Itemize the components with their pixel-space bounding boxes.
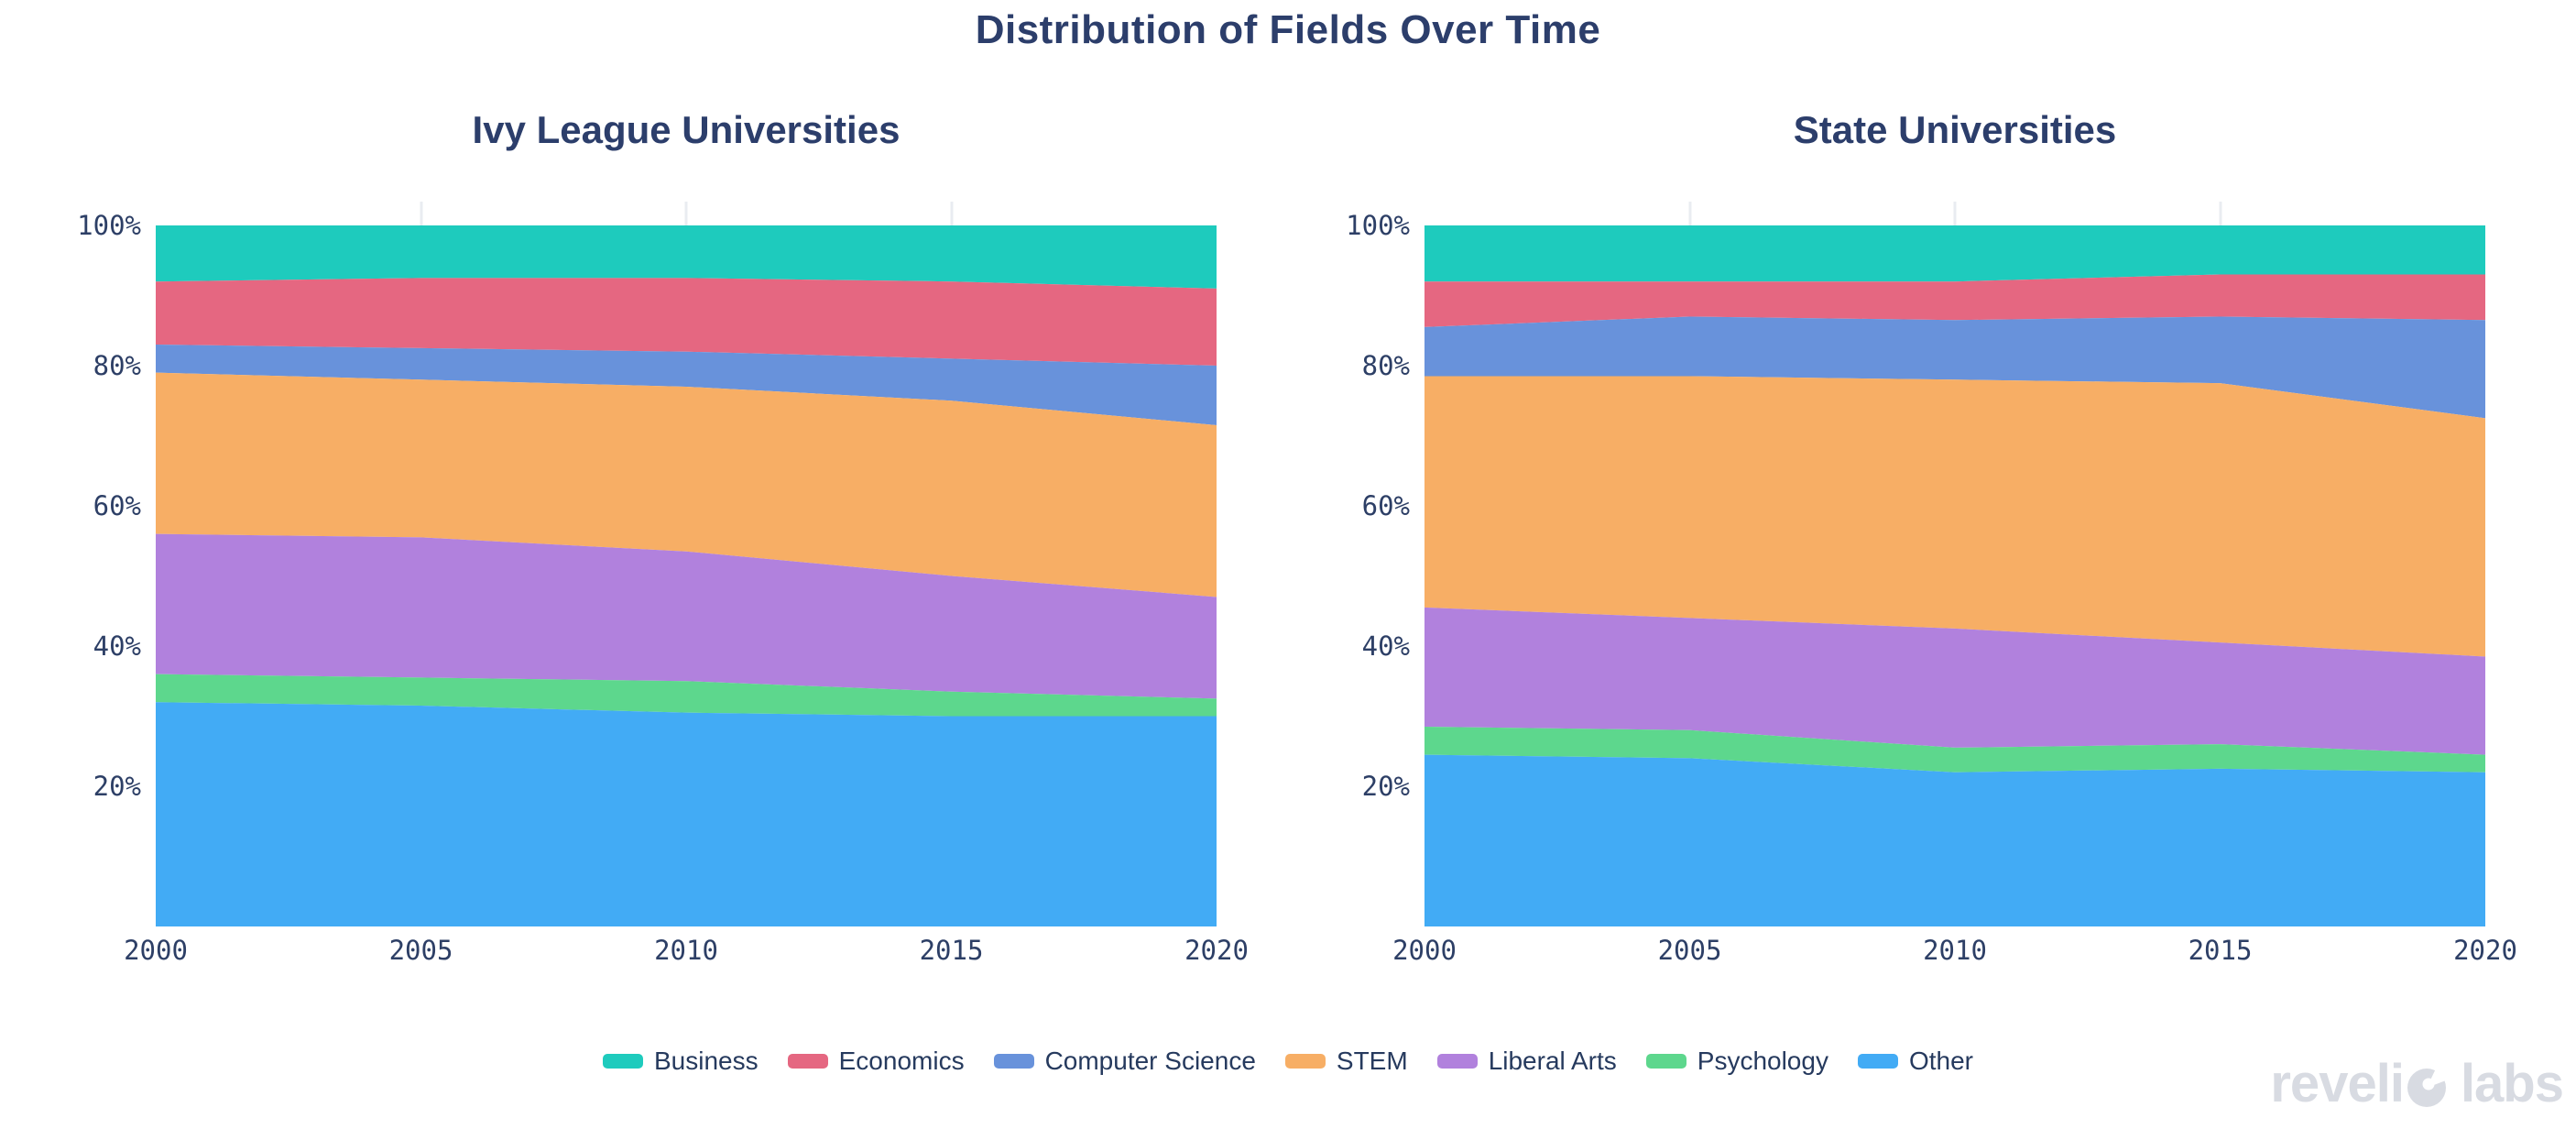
top-tick-mark <box>2219 202 2221 225</box>
area-band-computer-science[interactable] <box>1424 316 2485 419</box>
y-tick-label: 20% <box>1361 771 1410 802</box>
revelio-o-icon <box>2407 1064 2449 1107</box>
legend-swatch-psychology <box>1645 1054 1686 1069</box>
top-tick-mark <box>684 202 688 225</box>
top-tick-mark <box>1688 202 1691 225</box>
x-tick-label: 2015 <box>2188 935 2253 966</box>
legend-swatch-economics <box>787 1054 828 1069</box>
x-tick-label: 2000 <box>124 935 188 966</box>
legend-item-stem[interactable]: STEM <box>1284 1047 1408 1076</box>
y-tick-label: 20% <box>93 771 141 802</box>
area-band-liberal-arts[interactable] <box>1424 607 2485 755</box>
legend-swatch-liberal-arts <box>1436 1054 1478 1069</box>
y-tick-label: 100% <box>77 210 141 241</box>
x-tick-label: 2000 <box>1392 935 1457 966</box>
x-tick-label: 2020 <box>2453 935 2517 966</box>
legend-label: Liberal Arts <box>1488 1047 1617 1075</box>
stacked-area-chart-state[interactable] <box>1424 225 2485 926</box>
area-band-economics[interactable] <box>156 278 1217 366</box>
x-tick-label: 2010 <box>1923 935 1987 966</box>
legend-item-business[interactable]: Business <box>603 1047 759 1076</box>
y-tick-label: 40% <box>1361 630 1410 662</box>
legend-label: Computer Science <box>1044 1047 1256 1075</box>
area-band-business[interactable] <box>156 225 1217 289</box>
legend-label: Other <box>1908 1047 1973 1075</box>
top-tick-mark <box>950 202 953 225</box>
y-tick-label: 60% <box>1361 490 1410 521</box>
y-tick-label: 80% <box>93 350 141 381</box>
legend-label: STEM <box>1336 1047 1408 1075</box>
area-band-psychology[interactable] <box>1424 726 2485 773</box>
legend-item-psychology[interactable]: Psychology <box>1645 1047 1828 1076</box>
x-tick-label: 2010 <box>654 935 718 966</box>
x-tick-label: 2020 <box>1184 935 1249 966</box>
y-tick-label: 60% <box>93 490 141 521</box>
subplot-title-state: State Universities <box>1793 108 2117 151</box>
legend-item-computer-science[interactable]: Computer Science <box>993 1047 1256 1076</box>
legend: Business Economics Computer Science STEM… <box>0 1047 2576 1076</box>
legend-swatch-business <box>603 1054 643 1069</box>
area-band-economics[interactable] <box>1424 274 2485 327</box>
legend-swatch-other <box>1857 1054 1898 1069</box>
area-band-stem[interactable] <box>156 372 1217 597</box>
y-tick-label: 100% <box>1346 210 1410 241</box>
area-band-other[interactable] <box>1424 754 2485 926</box>
legend-label: Economics <box>838 1047 965 1075</box>
plot-area-ivy: Ivy League Universities 100% 80% 60% 40%… <box>77 108 1249 964</box>
y-tick-label: 40% <box>93 630 141 662</box>
stacked-area-chart-ivy[interactable] <box>156 225 1217 926</box>
legend-label: Psychology <box>1697 1047 1828 1075</box>
top-tick-mark <box>1953 202 1957 225</box>
logo-text-suffix: labs <box>2460 1054 2564 1113</box>
legend-swatch-stem <box>1284 1054 1326 1069</box>
logo-text-prefix: reveli <box>2270 1054 2405 1113</box>
y-tick-label: 80% <box>1361 350 1410 381</box>
legend-label: Business <box>654 1047 759 1075</box>
x-tick-label: 2015 <box>919 935 984 966</box>
legend-swatch-computer-science <box>993 1054 1034 1069</box>
legend-item-other[interactable]: Other <box>1857 1047 1973 1076</box>
area-band-liberal-arts[interactable] <box>156 533 1217 699</box>
x-tick-label: 2005 <box>388 935 453 966</box>
revelio-labs-logo: reveli labs <box>2270 1053 2564 1114</box>
area-band-stem[interactable] <box>1424 376 2485 657</box>
legend-item-economics[interactable]: Economics <box>787 1047 965 1076</box>
x-tick-label: 2005 <box>1657 935 1722 966</box>
plot-area-state: State Universities 100% 80% 60% 40% 20% … <box>1346 108 2517 964</box>
top-tick-mark <box>420 202 422 225</box>
chart-main-title: Distribution of Fields Over Time <box>975 7 1601 52</box>
subplot-title-ivy: Ivy League Universities <box>472 108 901 151</box>
area-band-business[interactable] <box>1424 225 2485 282</box>
area-band-other[interactable] <box>156 702 1217 926</box>
legend-item-liberal-arts[interactable]: Liberal Arts <box>1436 1047 1617 1076</box>
area-band-computer-science[interactable] <box>156 345 1217 426</box>
